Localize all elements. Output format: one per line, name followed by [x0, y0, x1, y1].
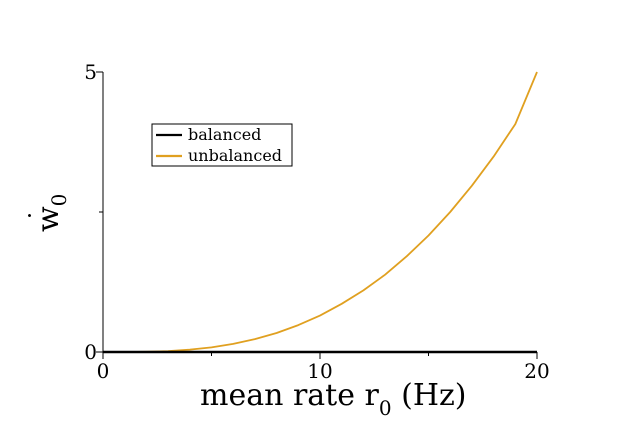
x-axis-label-main: mean rate r — [200, 378, 380, 413]
y-tick-label: 5 — [84, 60, 97, 84]
legend-box — [151, 123, 293, 167]
y-axis-label: w0 — [31, 194, 71, 232]
legend-label-unbalanced: unbalanced — [188, 146, 282, 165]
x-tick-label: 0 — [97, 359, 110, 383]
y-axis-label-main: w — [31, 206, 66, 232]
x-axis-label-unit: (Hz) — [392, 378, 467, 413]
x-tick-label: 10 — [307, 359, 332, 383]
y-axis-label-dot: ˙ — [25, 209, 55, 222]
legend-label-balanced: balanced — [188, 125, 261, 144]
x-axis-label: mean rate r0 (Hz) — [200, 378, 467, 420]
legend: balanced unbalanced — [151, 123, 293, 167]
axes — [102, 72, 537, 353]
x-tick-label: 20 — [524, 359, 549, 383]
series-line-unbalanced — [124, 71, 538, 353]
ticks: 0 10 20 0 5 — [84, 60, 549, 383]
x-axis-label-sub: 0 — [379, 396, 392, 420]
series-layer — [103, 71, 538, 354]
y-tick-label: 0 — [84, 340, 97, 364]
y-axis-label-sub: 0 — [47, 194, 71, 207]
